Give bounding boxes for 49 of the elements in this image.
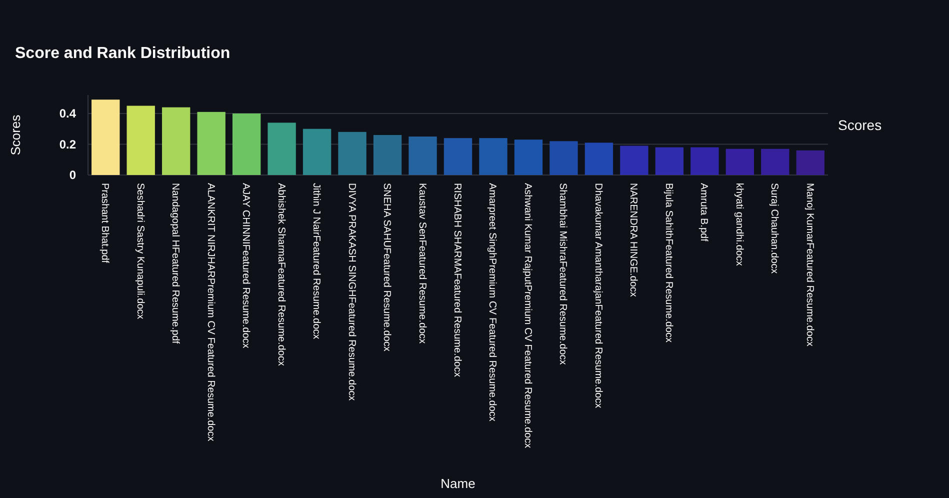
x-tick-label: RISHABH SHARMAFeatured Resume.docx — [452, 183, 462, 377]
x-tick-label: Manoj KumarFeatured Resume.docx — [804, 183, 815, 346]
bar — [796, 150, 824, 175]
bar — [761, 148, 790, 175]
chart-title: Score and Rank Distribution — [15, 45, 230, 62]
x-tick-label: NARENDRA HINGE.docx — [628, 183, 639, 297]
bar — [655, 147, 684, 175]
x-tick-label: ALANKRIT NIRJHARPremium CV Featured Resume.docx — [204, 183, 216, 442]
legend-title: Scores — [838, 117, 882, 133]
x-axis-title: Name — [440, 476, 476, 491]
bar — [162, 107, 190, 175]
x-tick-label: Shambhai MishraFeatured Resume.docx — [557, 183, 568, 365]
x-tick-label: Jithin J NairFeatured Resume.docx — [310, 183, 322, 340]
bar — [584, 142, 614, 175]
x-tick-label: Amruta B.pdf — [698, 183, 710, 242]
x-tick-label: Amarpreet SinghPremium CV Featured Resume.docx — [486, 183, 498, 422]
x-tick-label: Prashant Bhat.pdf — [99, 183, 110, 264]
x-tick-label: Nandagopal HFeatured Resume.pdf — [170, 183, 181, 344]
x-tick-label: Bijula SahithFeatured Resume.docx — [662, 183, 674, 343]
x-tick-label: AJAY CHINNIFeatured Resume.docx — [240, 183, 252, 348]
x-tick-label: khyati gandhi.docx — [733, 183, 744, 266]
bar — [268, 122, 296, 175]
bar — [690, 147, 719, 175]
bar — [197, 112, 226, 175]
bar — [232, 113, 261, 175]
bar — [620, 146, 648, 175]
x-tick-label: Seshadri Sastry Kunapuli.docx — [134, 183, 146, 320]
bar — [550, 141, 578, 175]
x-tick-label: SNEHA SAHUFeatured Resume.docx — [381, 183, 392, 352]
y-axis-title: Scores — [8, 114, 23, 156]
bar — [302, 128, 332, 175]
x-tick-label: Dhavakumar AmantharajanFeatured Resume.docx — [592, 183, 604, 408]
y-tick-label: 0 — [69, 168, 76, 182]
bar — [726, 148, 754, 175]
bar — [126, 106, 155, 175]
x-tick-label: Suraj Chauhan.docx — [768, 183, 780, 274]
x-tick-label: Kaustav SenFeatured Resume.docx — [416, 183, 428, 344]
bar — [92, 100, 120, 175]
bar — [373, 135, 402, 175]
y-tick-label: 0.4 — [59, 106, 76, 121]
x-tick-label: Abhishek SharmaFeatured Resume.docx — [275, 183, 286, 366]
bar — [479, 138, 508, 175]
x-tick-label: Ashwani Kumar RajputPremium CV Featured Resume.docx — [522, 183, 533, 448]
y-tick-label: 0.2 — [59, 137, 76, 152]
x-tick-label: DIVYA PRAKASH SINGHFeatured Resume.docx — [346, 183, 357, 401]
bar — [408, 136, 437, 175]
bar — [338, 132, 366, 175]
bar — [444, 138, 472, 175]
bar — [514, 140, 543, 175]
